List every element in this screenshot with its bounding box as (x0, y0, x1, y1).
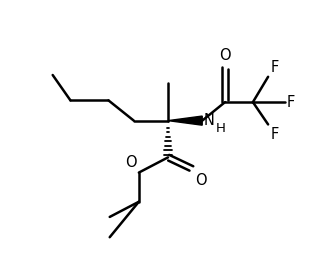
Text: F: F (270, 60, 279, 75)
Polygon shape (168, 116, 202, 125)
Text: F: F (287, 95, 295, 110)
Text: O: O (125, 155, 137, 170)
Text: O: O (195, 173, 207, 188)
Text: N: N (204, 113, 214, 128)
Text: F: F (270, 127, 279, 142)
Text: O: O (219, 48, 231, 63)
Text: H: H (216, 122, 226, 135)
